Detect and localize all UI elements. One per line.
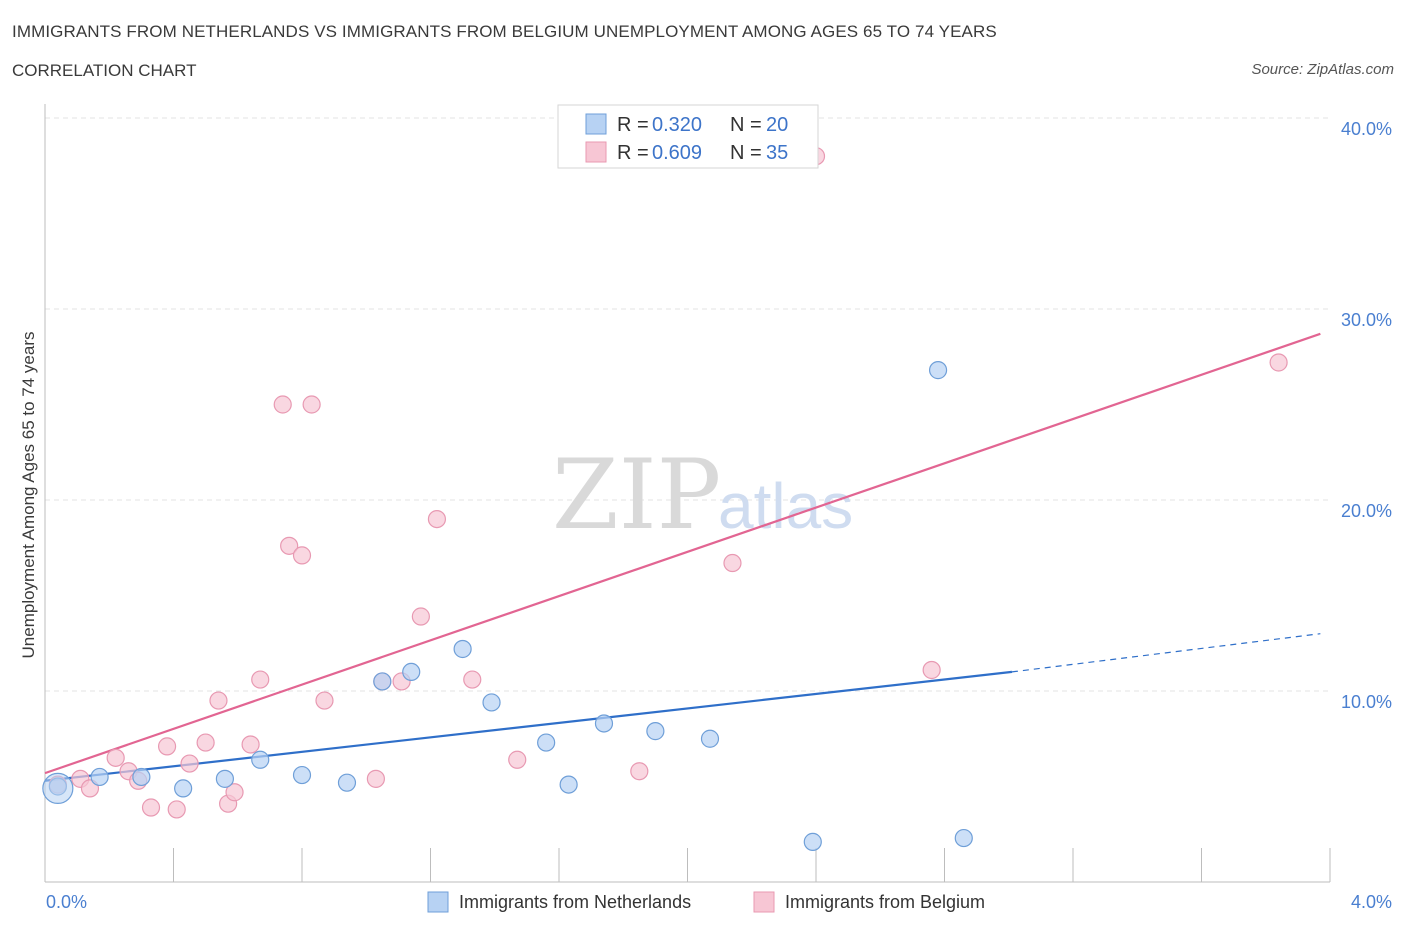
netherlands-point (174, 779, 193, 798)
belgium-point (1269, 353, 1288, 372)
netherlands-point (928, 361, 948, 380)
belgium-point (366, 769, 385, 788)
belgium-point (315, 691, 334, 710)
belgium-point (225, 783, 244, 802)
netherlands-point (132, 767, 151, 787)
stats-legend: R = 0.320 N = 20 R = 0.609 N = 35 (557, 104, 819, 169)
netherlands-point (251, 750, 270, 769)
belgium-point (411, 607, 430, 626)
belgium-point (630, 762, 649, 781)
belgium-point (292, 546, 312, 565)
belgium-point (157, 737, 177, 756)
belgium-point (209, 691, 228, 710)
belgium-trend-line (44, 332, 1321, 775)
watermark-zip: ZIP (552, 439, 721, 551)
netherlands-point (803, 832, 822, 851)
y-tick-labels: 10.0% 20.0% 30.0% 40.0% (1341, 119, 1392, 712)
watermark-atlas: atlas (718, 470, 853, 542)
y-tick-label: 20.0% (1341, 501, 1392, 521)
legend-n-label: N = (730, 142, 762, 164)
legend-n-value-netherlands: 20 (766, 114, 788, 136)
belgium-point (180, 754, 199, 773)
series-legend: Immigrants from Netherlands Immigrants f… (427, 891, 985, 913)
series-legend-label-belgium: Immigrants from Belgium (785, 892, 985, 912)
series-legend-swatch-netherlands (427, 891, 449, 913)
belgium-point (167, 800, 186, 819)
belgium-point (508, 750, 527, 769)
netherlands-trend-line-extension (1011, 633, 1321, 673)
legend-r-label: R = (617, 114, 649, 136)
legend-n-label: N = (730, 114, 762, 136)
netherlands-point (42, 772, 74, 805)
netherlands-point (337, 773, 357, 792)
y-tick-label: 30.0% (1341, 310, 1392, 330)
netherlands-point (453, 639, 472, 659)
belgium-point (723, 553, 742, 573)
x-tick-label: 0.0% (46, 892, 87, 912)
y-axis-label: Unemployment Among Ages 65 to 74 years (19, 332, 38, 659)
legend-r-label: R = (617, 142, 649, 164)
legend-r-value-netherlands: 0.320 (652, 114, 702, 136)
belgium-point (106, 748, 125, 767)
belgium-point (241, 735, 260, 754)
belgium-point (302, 395, 321, 414)
source-credit: Source: ZipAtlas.com (1251, 61, 1394, 78)
y-tick-label: 10.0% (1341, 692, 1392, 712)
axes (44, 104, 1331, 883)
belgium-point (922, 660, 941, 680)
netherlands-trend-line (44, 670, 1013, 782)
belgium-point (141, 798, 161, 817)
chart-subtitle: CORRELATION CHART (12, 61, 197, 80)
netherlands-point (954, 828, 973, 848)
data-points (42, 147, 1288, 851)
belgium-point (280, 536, 299, 555)
y-tick-label: 40.0% (1341, 119, 1392, 139)
x-tick-labels: 0.0% 4.0% (46, 892, 1392, 912)
x-tick-label: 4.0% (1351, 892, 1392, 912)
netherlands-point (700, 729, 720, 748)
netherlands-point (482, 693, 501, 712)
belgium-point (251, 670, 270, 689)
legend-n-value-belgium: 35 (766, 142, 788, 164)
netherlands-point (292, 765, 312, 785)
netherlands-point (646, 722, 665, 741)
belgium-point (196, 733, 215, 752)
chart-title: IMMIGRANTS FROM NETHERLANDS VS IMMIGRANT… (12, 22, 997, 41)
watermark: ZIP atlas (552, 439, 853, 551)
belgium-point (273, 395, 292, 414)
netherlands-point (537, 733, 556, 752)
legend-swatch-belgium (585, 141, 607, 163)
series-legend-label-netherlands: Immigrants from Netherlands (459, 892, 691, 912)
netherlands-point (559, 775, 578, 794)
netherlands-point (402, 662, 421, 682)
series-legend-swatch-belgium (753, 891, 775, 913)
belgium-point (463, 670, 482, 689)
netherlands-point (373, 672, 392, 691)
netherlands-point (594, 714, 614, 733)
belgium-point (427, 509, 447, 529)
legend-swatch-netherlands (585, 113, 607, 135)
netherlands-point (215, 769, 234, 788)
netherlands-point (90, 767, 109, 787)
grid-lines (45, 117, 1330, 692)
legend-r-value-belgium: 0.609 (652, 142, 702, 164)
trend-lines (44, 332, 1321, 782)
